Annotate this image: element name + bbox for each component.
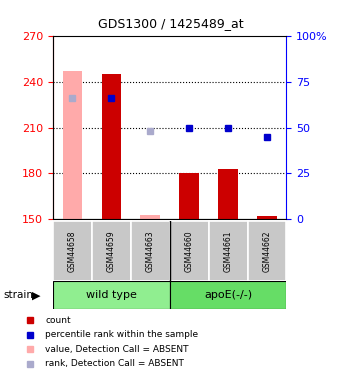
Text: GSM44660: GSM44660 <box>184 230 194 272</box>
Bar <box>140 215 160 219</box>
Bar <box>209 221 248 281</box>
Bar <box>179 173 199 219</box>
Text: percentile rank within the sample: percentile rank within the sample <box>45 330 198 339</box>
Bar <box>53 221 92 281</box>
Text: GSM44659: GSM44659 <box>107 230 116 272</box>
Text: GDS1300 / 1425489_at: GDS1300 / 1425489_at <box>98 17 243 30</box>
Text: apoE(-/-): apoE(-/-) <box>204 290 252 300</box>
Text: GSM44661: GSM44661 <box>224 231 233 272</box>
Bar <box>169 281 286 309</box>
Text: count: count <box>45 316 71 325</box>
Bar <box>102 74 121 219</box>
Text: GSM44663: GSM44663 <box>146 230 155 272</box>
Text: wild type: wild type <box>86 290 137 300</box>
Bar <box>63 71 82 219</box>
Text: GSM44662: GSM44662 <box>263 231 271 272</box>
Text: rank, Detection Call = ABSENT: rank, Detection Call = ABSENT <box>45 360 184 369</box>
Text: strain: strain <box>3 290 33 300</box>
Text: GSM44658: GSM44658 <box>68 231 77 272</box>
Bar <box>248 221 286 281</box>
Bar <box>92 221 131 281</box>
Text: ▶: ▶ <box>32 290 41 300</box>
Bar <box>131 221 169 281</box>
Text: value, Detection Call = ABSENT: value, Detection Call = ABSENT <box>45 345 189 354</box>
Bar <box>218 169 238 219</box>
Bar <box>53 281 169 309</box>
Bar <box>257 216 277 219</box>
Bar <box>169 221 209 281</box>
